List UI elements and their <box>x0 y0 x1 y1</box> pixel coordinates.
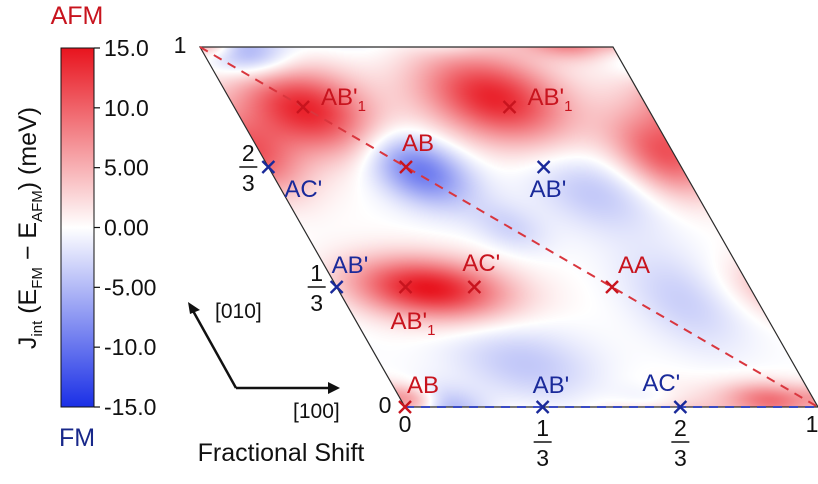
stacking-label: AB' <box>332 252 369 279</box>
stacking-marker <box>296 100 310 114</box>
stacking-label: AB'1 <box>528 84 573 115</box>
colorbar: AFM 15.0 10.0 5.00 0.00 -5.00 -10.0 -15.0 FM J… <box>14 2 156 452</box>
y-tick-numerator: 1 <box>310 260 323 286</box>
colorbar-axis-label: Jint (EFM − EAFM) (meV) <box>14 107 46 349</box>
colorbar-tick-label: 0.00 <box>104 215 149 241</box>
x-tick-numerator: 2 <box>674 415 687 441</box>
y-tick: 0 <box>379 392 392 418</box>
x-tick: 13 <box>533 415 552 471</box>
stacking-marker <box>399 160 413 174</box>
colorbar-bottom-label: FM <box>59 424 95 452</box>
stacking-label: AB'1 <box>321 84 366 115</box>
colorbar-tick-label: 10.0 <box>104 95 149 121</box>
x-tick-denominator: 3 <box>536 445 549 471</box>
stacking-label: AB' <box>530 176 567 203</box>
y-tick-text: 0 <box>379 392 392 418</box>
stacking-marker <box>261 160 276 174</box>
x-tick-denominator: 3 <box>674 445 687 471</box>
direction-label-100: [100] <box>293 400 340 423</box>
direction-arrows: [010] [100] <box>188 300 340 423</box>
stacking-marker <box>605 280 619 294</box>
x-tick-text: 1 <box>806 411 818 437</box>
x-tick-numerator: 1 <box>536 415 549 441</box>
stacking-marker <box>398 280 413 294</box>
y-tick-denominator: 3 <box>310 290 323 316</box>
y-tick-text: 1 <box>174 32 187 58</box>
direction-label-010: [010] <box>215 300 262 323</box>
arrow-100-head <box>328 382 340 394</box>
arrow-010 <box>190 308 238 389</box>
colorbar-tick-label: -5.00 <box>104 274 156 300</box>
stacking-points: AB AB' AC' AB' AB'1 AC' AA AC' AB AB' AB'1 AB'1 <box>261 84 688 414</box>
stacking-marker <box>398 400 412 414</box>
colorbar-tick-label: -10.0 <box>104 334 156 360</box>
y-tick: 13 <box>307 260 326 316</box>
x-axis-label: Fractional Shift <box>198 439 365 467</box>
y-tick: 23 <box>239 140 258 196</box>
stacking-marker <box>467 280 482 294</box>
stacking-label: AB <box>402 130 434 157</box>
colorbar-gradient <box>60 47 95 408</box>
stacking-label: AB'1 <box>391 308 436 339</box>
y-tick: 1 <box>174 32 187 58</box>
x-tick: 23 <box>671 415 690 471</box>
colorbar-tick-label: 5.00 <box>104 155 149 181</box>
stacking-label: AC' <box>642 370 680 397</box>
stacking-label: AB <box>407 372 439 399</box>
stacking-label: AC' <box>284 176 322 203</box>
stacking-label: AB' <box>533 372 570 399</box>
colorbar-tick-label: -15.0 <box>104 394 156 420</box>
stacking-marker <box>535 400 550 414</box>
y-tick-denominator: 3 <box>242 170 255 196</box>
stacking-marker <box>536 160 551 174</box>
y-tick-numerator: 2 <box>242 140 255 166</box>
x-tick: 1 <box>806 411 818 437</box>
colorbar-ticks: 15.0 10.0 5.00 0.00 -5.00 -10.0 -15.0 <box>94 35 156 420</box>
arrow-010-head <box>188 302 200 314</box>
colorbar-tick-label: 15.0 <box>104 35 149 61</box>
x-tick-text: 0 <box>399 411 412 437</box>
stacking-marker <box>502 100 517 114</box>
stacking-marker <box>329 280 344 294</box>
stacking-label: AC' <box>462 250 500 277</box>
stacking-label: AA <box>618 252 650 279</box>
stacking-marker <box>673 400 688 414</box>
x-tick: 0 <box>399 411 412 437</box>
colorbar-top-label: AFM <box>51 2 104 30</box>
